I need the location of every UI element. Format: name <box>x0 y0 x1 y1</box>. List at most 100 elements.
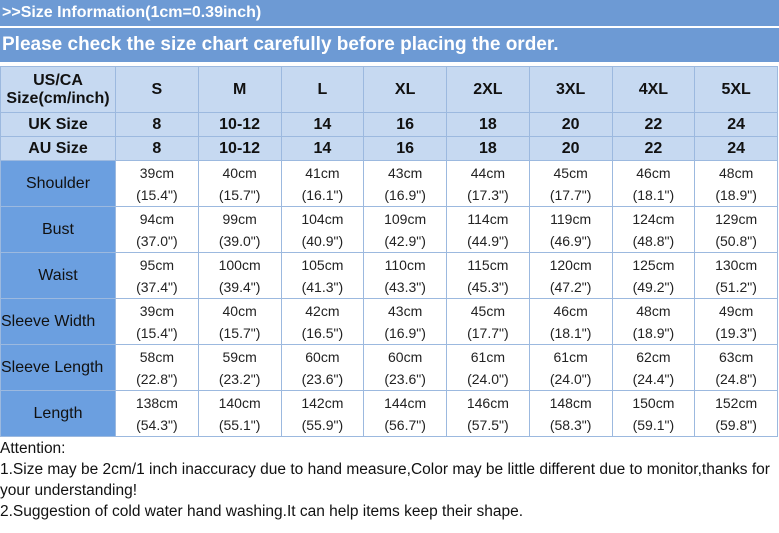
inch-value: (54.3") <box>136 416 178 433</box>
inch-value: (59.1") <box>632 416 675 433</box>
notes-heading: Attention: <box>0 440 66 457</box>
row-label: Length <box>0 390 116 437</box>
measure-cell: 59cm (23.2") <box>197 344 282 391</box>
measure-cell: 115cm (45.3") <box>446 252 530 299</box>
cm-value: 49cm <box>719 302 754 319</box>
measure-cell: 119cm (46.9") <box>528 206 613 253</box>
measure-row: Bust 94cm (37.0") 99cm (39.0") 104cm (40.9") 10… <box>0 206 778 253</box>
measure-cell: 39cm (15.4") <box>115 298 199 345</box>
cm-value: 43cm <box>388 302 423 319</box>
cm-value: 46cm <box>636 164 671 181</box>
size-value: 14 <box>280 112 365 137</box>
measure-cell: 61cm (24.0") <box>446 344 530 391</box>
size-header: L <box>280 66 365 113</box>
measure-cell: 95cm (37.4") <box>115 252 199 299</box>
inch-value: (51.2") <box>715 278 757 295</box>
cm-value: 63cm <box>719 348 754 365</box>
header-row: US/CA Size(cm/inch) S M L XL 2XL 3XL 4XL 5XL <box>0 66 778 113</box>
measure-cell: 146cm (57.5") <box>446 390 530 437</box>
cm-value: 44cm <box>470 164 505 181</box>
cm-value: 62cm <box>636 348 671 365</box>
cm-value: 39cm <box>139 164 174 181</box>
cm-value: 110cm <box>384 256 426 273</box>
cm-value: 40cm <box>222 164 257 181</box>
measure-cell: 39cm (15.4") <box>115 160 199 207</box>
size-value: 8 <box>115 136 199 161</box>
size-value: 10-12 <box>197 112 282 137</box>
cm-value: 138cm <box>135 394 178 411</box>
measure-cell: 61cm (24.0") <box>528 344 613 391</box>
measure-cell: 125cm (49.2") <box>611 252 696 299</box>
inch-value: (24.0") <box>549 370 592 387</box>
measure-cell: 124cm (48.8") <box>611 206 696 253</box>
measure-row: Shoulder 39cm (15.4") 40cm (15.7") 41cm (16.1"… <box>0 160 778 207</box>
measure-cell: 46cm (18.1") <box>611 160 696 207</box>
inch-value: (15.7") <box>218 324 261 341</box>
cm-value: 42cm <box>305 302 340 319</box>
size-value: 16 <box>363 136 447 161</box>
measure-cell: 45cm (17.7") <box>528 160 613 207</box>
inch-value: (15.4") <box>136 186 178 203</box>
corner-cell: US/CA Size(cm/inch) <box>0 66 116 113</box>
measure-cell: 46cm (18.1") <box>528 298 613 345</box>
inch-value: (15.4") <box>136 324 178 341</box>
inch-value: (23.2") <box>218 370 261 387</box>
inch-value: (58.3") <box>549 416 592 433</box>
corner-line: US/CA <box>33 71 83 89</box>
measure-cell: 40cm (15.7") <box>197 160 282 207</box>
inch-value: (19.3") <box>715 324 757 341</box>
cm-value: 48cm <box>636 302 671 319</box>
measure-cell: 42cm (16.5") <box>280 298 365 345</box>
cm-value: 100cm <box>218 256 261 273</box>
size-value: 20 <box>528 112 613 137</box>
size-value: 8 <box>115 112 199 137</box>
inch-value: (18.1") <box>549 324 592 341</box>
inch-value: (39.0") <box>218 232 261 249</box>
cm-value: 114cm <box>467 210 509 227</box>
measure-cell: 40cm (15.7") <box>197 298 282 345</box>
cm-value: 104cm <box>301 210 344 227</box>
size-value: 18 <box>446 136 530 161</box>
row-label: Bust <box>0 206 116 253</box>
cm-value: 140cm <box>218 394 261 411</box>
size-value: 14 <box>280 136 365 161</box>
inch-value: (55.9") <box>301 416 344 433</box>
cm-value: 120cm <box>549 256 592 273</box>
cm-value: 59cm <box>222 348 257 365</box>
cm-value: 95cm <box>139 256 174 273</box>
inch-value: (15.7") <box>218 186 261 203</box>
cm-value: 144cm <box>384 394 427 411</box>
size-value: 24 <box>694 112 778 137</box>
cm-value: 124cm <box>632 210 675 227</box>
inch-value: (44.9") <box>467 232 509 249</box>
measure-cell: 44cm (17.3") <box>446 160 530 207</box>
cm-value: 61cm <box>470 348 505 365</box>
inch-value: (16.9") <box>384 186 426 203</box>
cm-value: 142cm <box>301 394 344 411</box>
inch-value: (57.5") <box>467 416 509 433</box>
measure-cell: 114cm (44.9") <box>446 206 530 253</box>
measure-cell: 105cm (41.3") <box>280 252 365 299</box>
inch-value: (37.0") <box>136 232 178 249</box>
measure-cell: 142cm (55.9") <box>280 390 365 437</box>
cm-value: 41cm <box>305 164 340 181</box>
inch-value: (22.8") <box>136 370 178 387</box>
inch-value: (56.7") <box>384 416 426 433</box>
inch-value: (17.3") <box>467 186 509 203</box>
inch-value: (24.0") <box>467 370 509 387</box>
size-header: M <box>197 66 282 113</box>
cm-value: 129cm <box>715 210 758 227</box>
cm-value: 115cm <box>467 256 509 273</box>
measure-cell: 144cm (56.7") <box>363 390 447 437</box>
cm-value: 45cm <box>553 164 588 181</box>
row-label: AU Size <box>0 136 116 161</box>
measure-cell: 109cm (42.9") <box>363 206 447 253</box>
cm-value: 148cm <box>549 394 592 411</box>
measure-cell: 99cm (39.0") <box>197 206 282 253</box>
uk-row: UK Size 8 10-12 14 16 18 20 22 24 <box>0 112 778 137</box>
measure-cell: 104cm (40.9") <box>280 206 365 253</box>
inch-value: (59.8") <box>715 416 757 433</box>
measure-cell: 60cm (23.6") <box>280 344 365 391</box>
inch-value: (42.9") <box>384 232 426 249</box>
